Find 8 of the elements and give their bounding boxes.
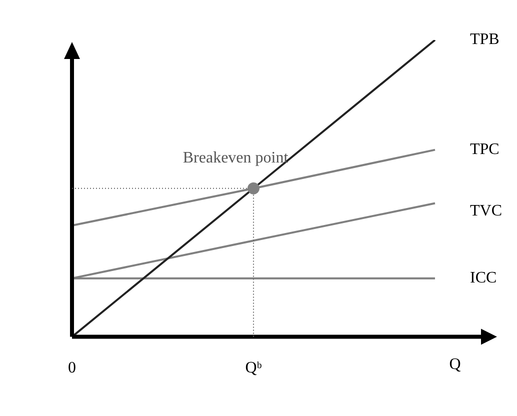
text: ICC	[470, 270, 497, 287]
x-tick-label: Qᵇ	[245, 360, 262, 377]
x-axis-title: Q	[449, 356, 462, 374]
text: TPC	[470, 141, 500, 158]
text: TPB	[470, 31, 500, 48]
text: TVC	[470, 202, 502, 220]
annotation: Breakeven point	[182, 150, 289, 167]
x-tick-label: 0	[68, 360, 76, 377]
